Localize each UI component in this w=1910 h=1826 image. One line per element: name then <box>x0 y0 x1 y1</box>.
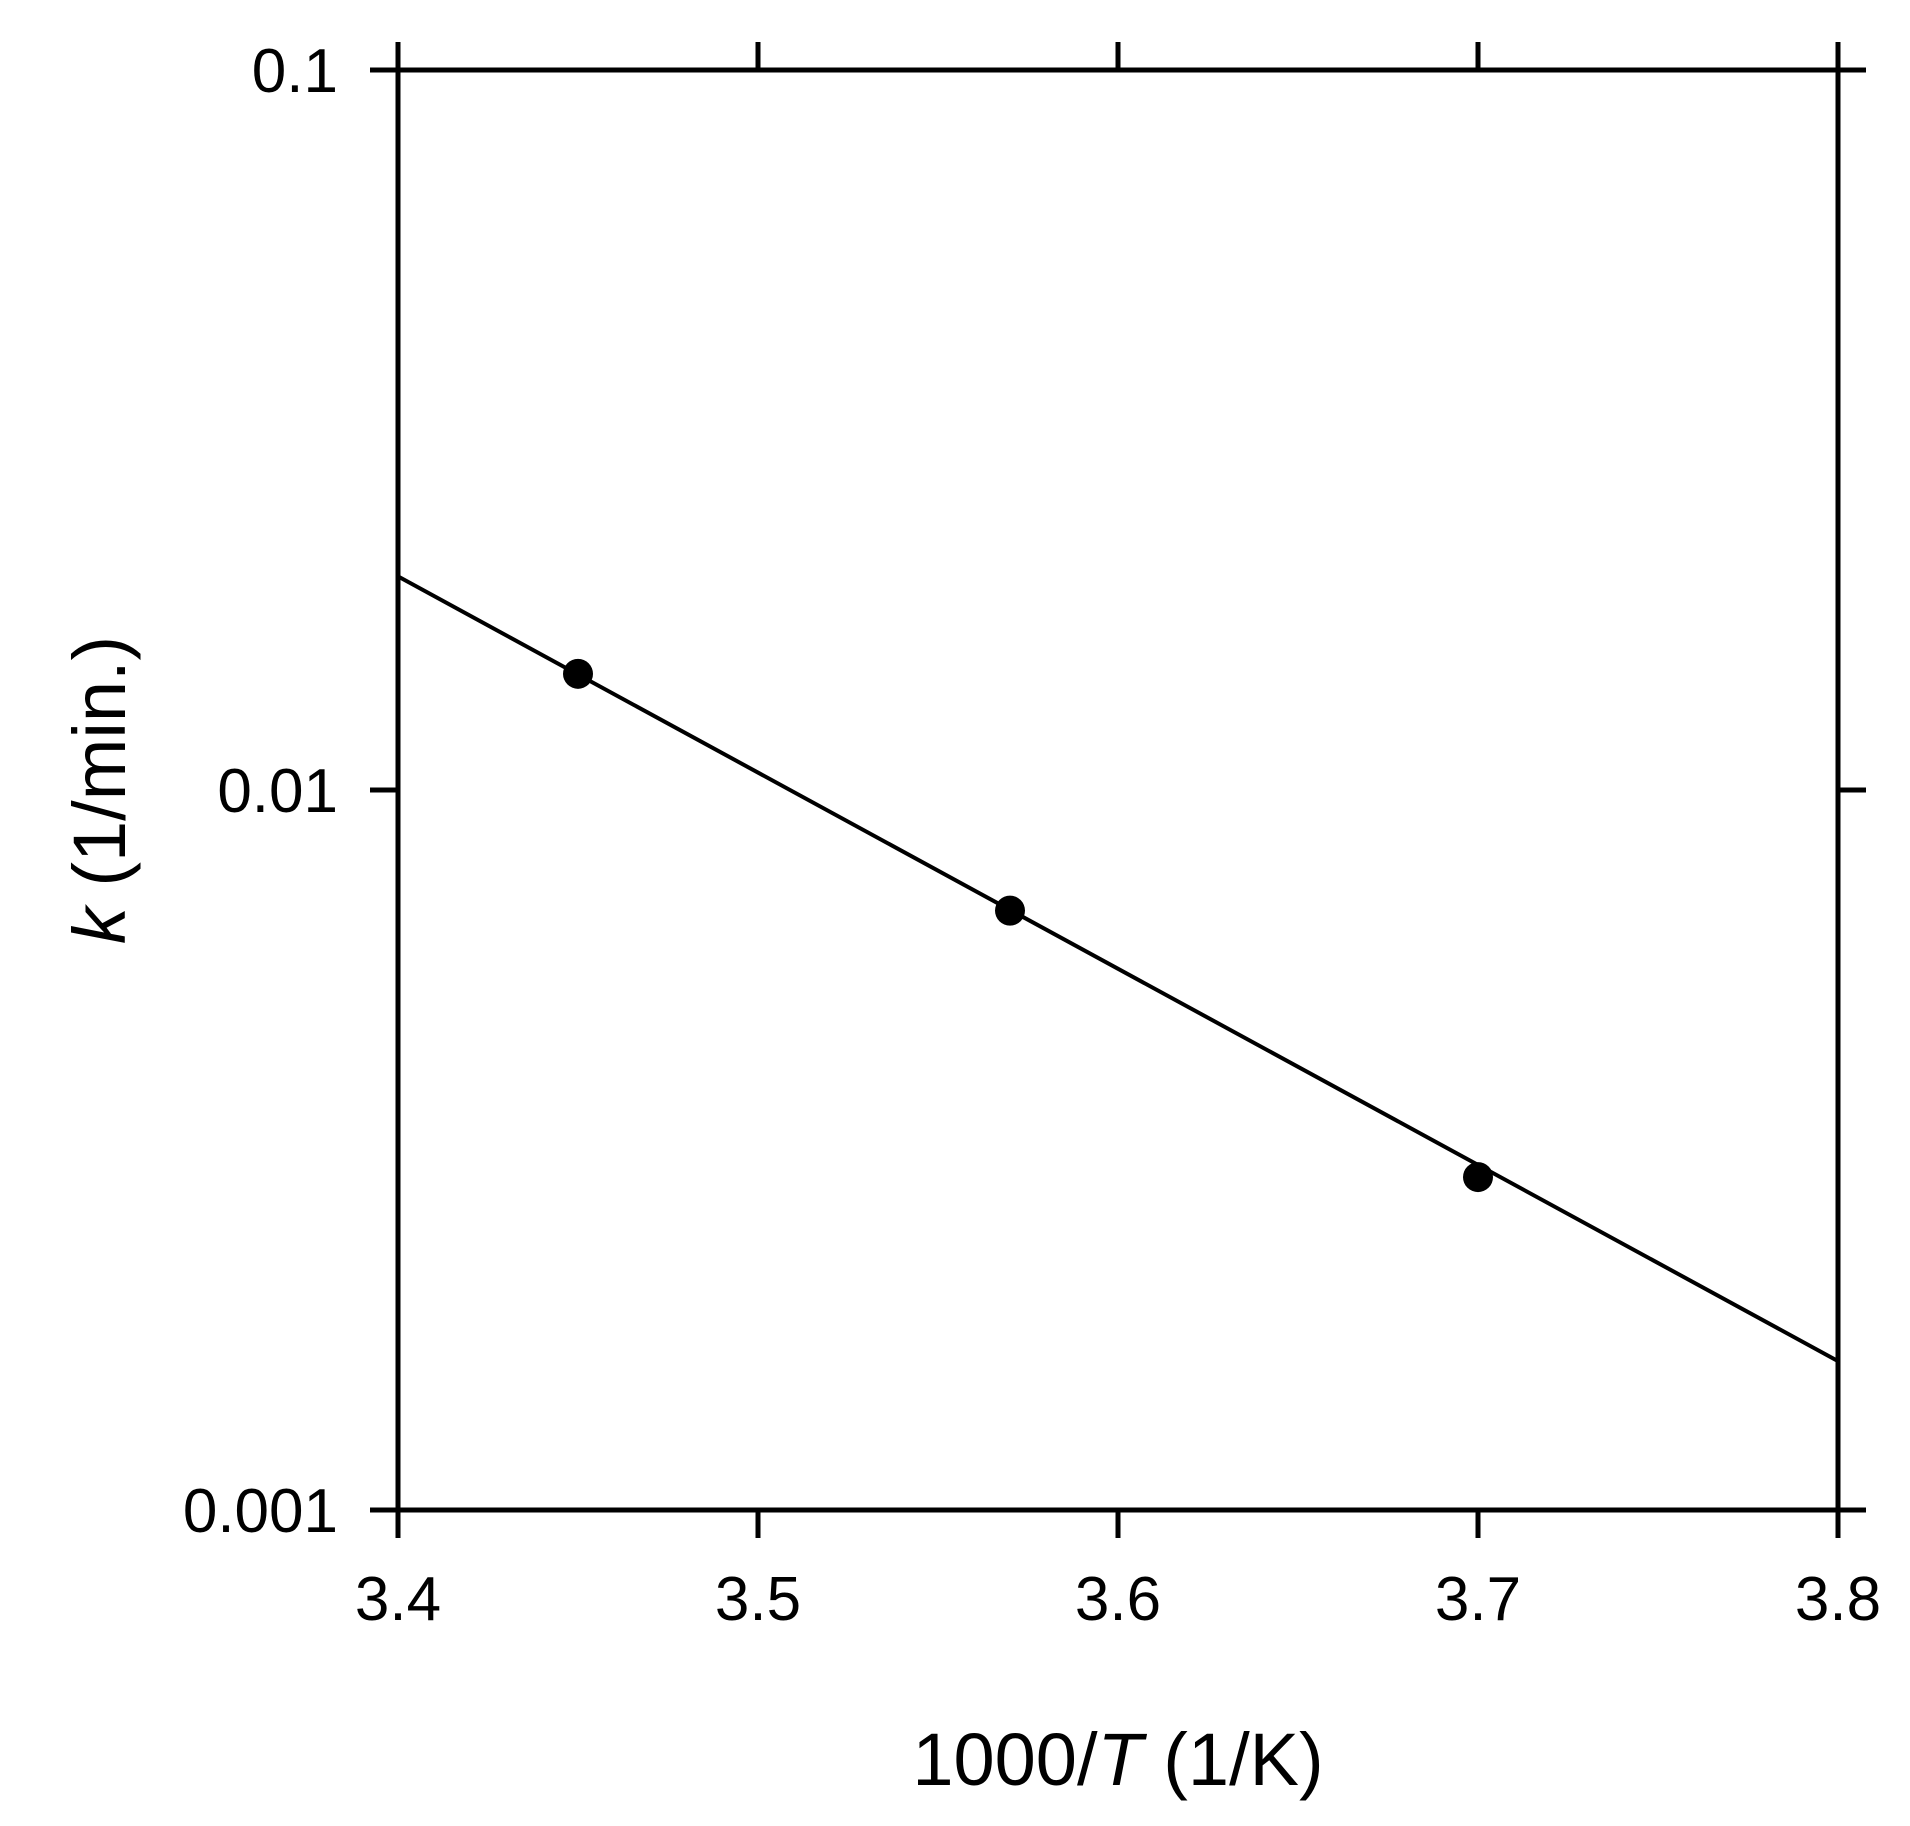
y-tick-label: 0.001 <box>183 1477 338 1546</box>
data-point <box>1463 1162 1493 1193</box>
data-point <box>563 658 593 689</box>
x-tick-label: 3.6 <box>1075 1565 1161 1634</box>
fit-line-group <box>397 574 1839 1363</box>
y-axis-ticks: 0.001 0.01 0.1 <box>183 37 1866 1546</box>
x-axis-label: 1000/T (1/K) <box>912 1718 1323 1801</box>
data-points <box>563 658 1493 1193</box>
x-tick-label: 3.5 <box>715 1565 801 1634</box>
x-axis-ticks: 3.4 3.5 3.6 3.7 3.8 <box>355 42 1881 1634</box>
x-tick-label: 3.8 <box>1795 1565 1881 1634</box>
y-tick-label: 0.1 <box>252 37 338 106</box>
y-axis-label: k (1/min.) <box>58 636 141 944</box>
fit-line <box>397 574 1839 1363</box>
data-point <box>995 895 1025 926</box>
plot-frame <box>395 67 1841 1513</box>
x-tick-label: 3.7 <box>1435 1565 1521 1634</box>
y-tick-label: 0.01 <box>217 757 338 826</box>
x-tick-label: 3.4 <box>355 1565 441 1634</box>
